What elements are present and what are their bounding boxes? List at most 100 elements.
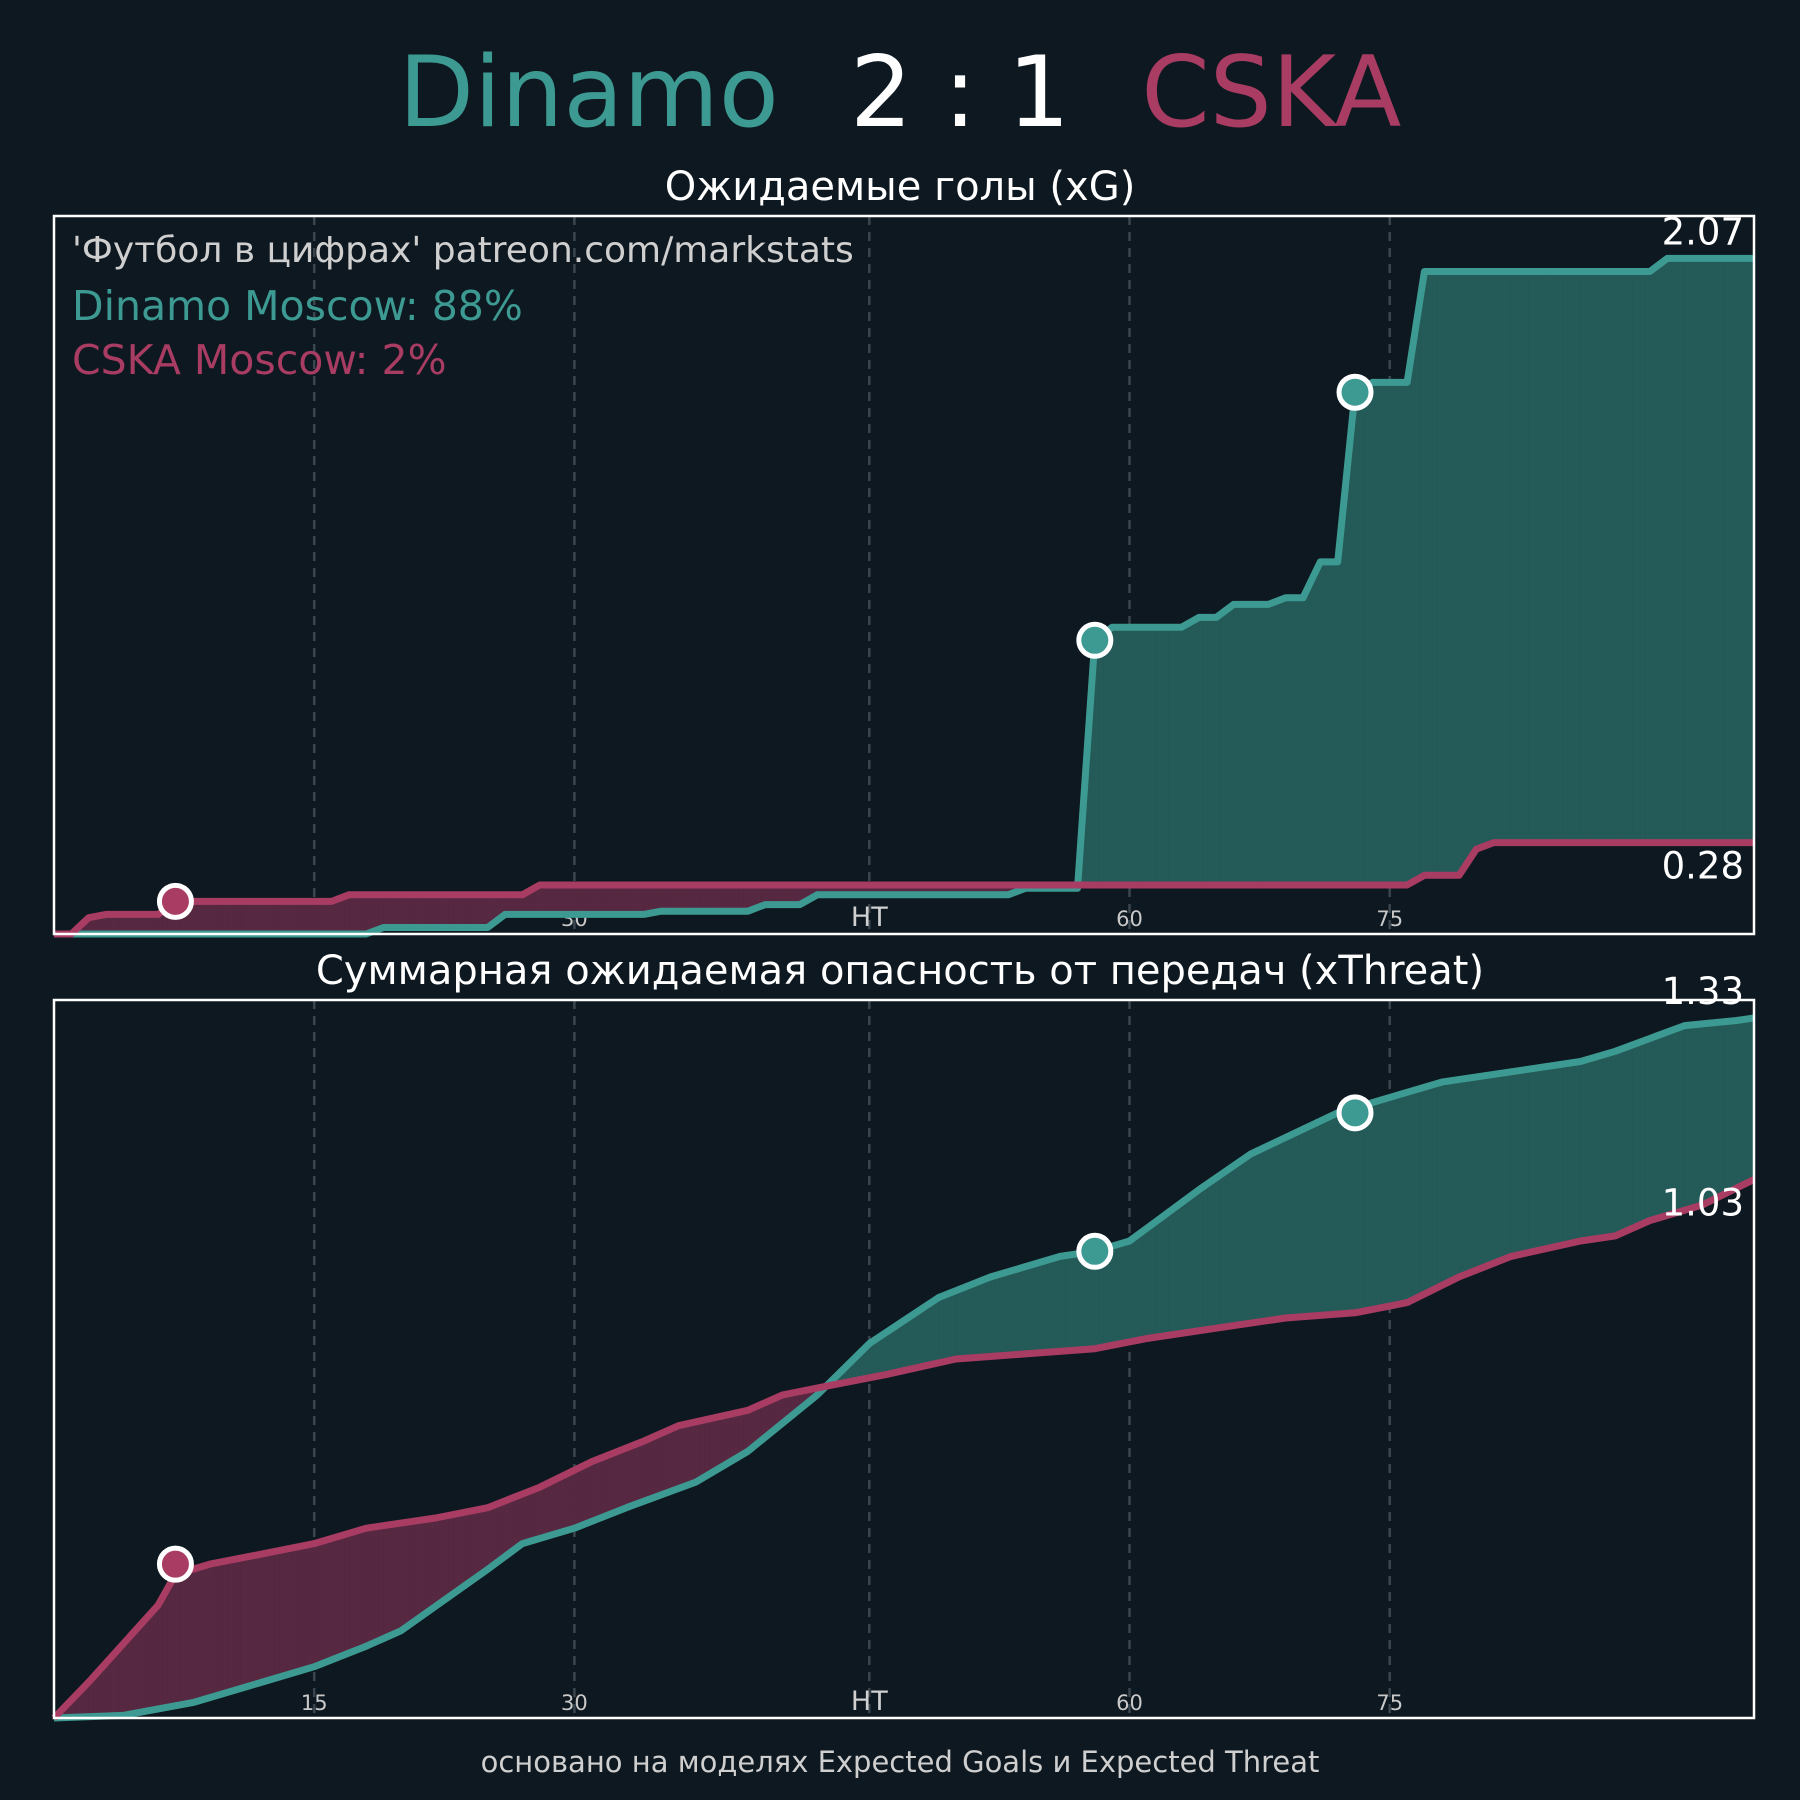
area-fill-segment	[1324, 561, 1330, 886]
area-fill-segment	[1302, 588, 1308, 886]
area-fill-segment	[738, 884, 744, 912]
area-fill-segment	[166, 1580, 172, 1708]
area-fill-segment	[1098, 633, 1104, 886]
area-fill-segment	[1233, 604, 1239, 886]
area-fill-segment	[378, 894, 384, 930]
area-fill-segment	[1424, 271, 1430, 876]
goal-marker	[1076, 1232, 1114, 1270]
area-fill-segment	[1653, 264, 1659, 843]
goal-marker	[1336, 373, 1374, 411]
area-fill-segment	[1610, 271, 1616, 843]
area-fill-segment	[1636, 1041, 1642, 1227]
area-fill-segment	[526, 1490, 532, 1543]
area-fill-segment	[417, 1519, 423, 1620]
area-fill-segment	[417, 894, 423, 928]
area-fill-segment	[257, 1553, 263, 1684]
area-fill-segment	[1294, 597, 1299, 886]
area-fill-segment	[383, 894, 389, 928]
area-fill-segment	[1601, 1053, 1607, 1239]
area-fill-segment	[548, 884, 554, 915]
area-fill-segment	[1688, 258, 1694, 843]
area-fill-segment	[682, 1423, 688, 1488]
area-fill-segment	[929, 1299, 935, 1366]
area-fill-segment	[1502, 1072, 1508, 1261]
area-fill-segment	[231, 1558, 237, 1692]
area-fill-segment	[1458, 271, 1464, 877]
area-fill-segment	[1320, 561, 1325, 886]
area-fill-segment	[699, 884, 705, 912]
area-fill-segment	[1211, 1177, 1217, 1330]
dinamo-end-value: 2.07	[1662, 210, 1744, 253]
area-fill-segment	[287, 1547, 293, 1675]
area-fill-segment	[235, 901, 241, 935]
area-fill-segment	[1727, 1020, 1733, 1193]
area-fill-segment	[452, 894, 458, 928]
area-fill-segment	[1150, 1221, 1156, 1339]
area-fill-segment	[1237, 1159, 1243, 1326]
area-fill-segment	[457, 1512, 462, 1592]
area-fill-segment	[474, 1509, 480, 1580]
area-fill-segment	[422, 894, 428, 928]
area-fill-segment	[1484, 1074, 1490, 1268]
area-fill-segment	[439, 894, 445, 928]
area-fill-segment	[270, 901, 276, 935]
area-fill-segment	[1419, 1086, 1425, 1297]
area-fill-segment	[543, 1482, 549, 1538]
area-fill-segment	[400, 894, 406, 928]
area-fill-segment	[656, 1432, 662, 1497]
area-fill-segment	[1411, 1089, 1417, 1301]
area-fill-segment	[1363, 1103, 1369, 1312]
area-fill-segment	[743, 884, 749, 912]
area-fill-segment	[600, 884, 606, 915]
area-fill-segment	[721, 1414, 727, 1468]
area-fill-segment	[916, 1308, 922, 1369]
area-fill-segment	[1580, 271, 1586, 843]
area-fill-segment	[1163, 1211, 1169, 1337]
area-fill-segment	[1254, 604, 1260, 886]
match-score: 2 : 1	[850, 36, 1070, 150]
area-fill-segment	[986, 1276, 992, 1358]
area-fill-segment	[1510, 271, 1516, 843]
area-fill-segment	[179, 1571, 185, 1706]
area-fill-segment	[1168, 1208, 1174, 1336]
area-fill-segment	[1385, 382, 1391, 886]
area-fill-segment	[318, 901, 324, 935]
area-fill-segment	[1103, 629, 1109, 886]
area-fill-segment	[1519, 1069, 1525, 1255]
goal-marker	[156, 882, 194, 920]
area-fill-segment	[287, 901, 293, 935]
area-fill-segment	[552, 1478, 558, 1536]
area-fill-segment	[500, 1500, 506, 1561]
area-fill-segment	[574, 884, 580, 915]
area-fill-segment	[1250, 1151, 1256, 1324]
legend-entry: Dinamo Moscow: 88%	[72, 282, 523, 330]
area-fill-segment	[1658, 261, 1664, 843]
area-fill-segment	[1649, 267, 1655, 843]
area-fill-segment	[1627, 271, 1633, 843]
area-fill-segment	[1116, 626, 1122, 886]
area-fill-segment	[227, 1559, 233, 1693]
area-fill-segment	[990, 1275, 996, 1357]
area-fill-segment	[617, 884, 623, 915]
area-fill-segment	[608, 884, 614, 915]
area-fill-segment	[1614, 271, 1620, 843]
x-tick-label: 30	[561, 1691, 588, 1715]
area-fill-segment	[162, 1588, 168, 1709]
area-fill-segment	[699, 1419, 705, 1481]
area-fill-segment	[292, 901, 298, 935]
area-fill-segment	[691, 884, 697, 912]
area-fill-segment	[1367, 1102, 1373, 1311]
area-fill-segment	[201, 1565, 207, 1701]
area-fill-segment	[1176, 1201, 1182, 1335]
area-fill-segment	[552, 884, 558, 915]
area-fill-segment	[1059, 1255, 1065, 1352]
area-fill-segment	[1593, 271, 1599, 843]
area-fill-segment	[977, 1279, 983, 1358]
area-fill-segment	[1545, 271, 1551, 843]
area-fill-segment	[1636, 271, 1642, 843]
area-fill-segment	[1346, 1108, 1351, 1314]
area-fill-segment	[370, 1526, 376, 1645]
area-fill-segment	[209, 901, 215, 935]
area-fill-segment	[630, 1444, 636, 1507]
area-fill-segment	[1489, 271, 1495, 845]
